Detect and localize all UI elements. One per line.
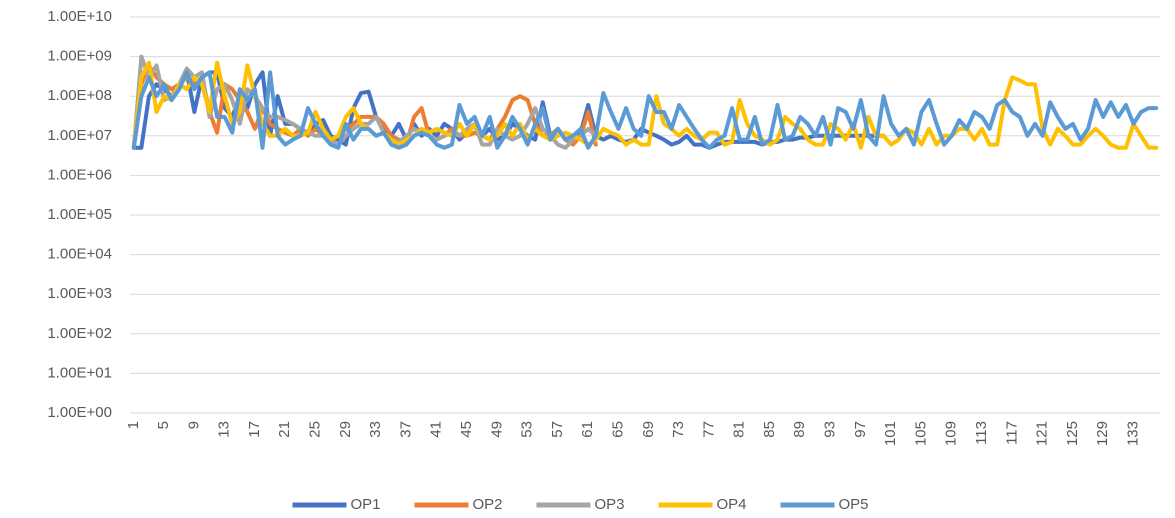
x-tick-label: 57 [549,421,566,438]
x-tick-label: 21 [276,421,293,438]
legend-label: OP2 [473,496,503,513]
x-tick-label: 41 [428,421,445,438]
x-tick-label: 5 [155,421,172,429]
x-tick-label: 85 [761,421,778,438]
y-tick-label: 1.00E+09 [47,48,112,65]
y-tick-label: 1.00E+05 [47,206,112,223]
x-tick-label: 129 [1094,421,1111,446]
x-tick-label: 53 [519,421,536,438]
legend-label: OP3 [595,496,625,513]
x-tick-label: 77 [700,421,717,438]
x-tick-label: 73 [670,421,687,438]
series-line [131,70,1159,150]
x-tick-label: 81 [731,421,748,438]
y-tick-label: 1.00E+02 [47,325,112,342]
y-tick-label: 1.00E+07 [47,127,112,144]
x-tick-label: 113 [973,421,990,445]
x-tick-label: 45 [458,421,475,438]
y-tick-label: 1.00E+01 [47,364,112,381]
x-tick-label: 49 [488,421,505,438]
x-tick-label: 17 [246,421,263,438]
x-tick-label: 117 [1003,421,1020,445]
x-tick-label: 125 [1064,421,1081,446]
x-tick-label: 133 [1124,421,1141,446]
x-tick-label: 105 [912,421,929,446]
y-tick-label: 1.00E+10 [47,8,112,25]
x-tick-label: 69 [640,421,657,438]
x-tick-label: 29 [337,421,354,438]
x-tick-label: 65 [609,421,626,438]
y-tick-label: 1.00E+04 [47,246,112,263]
x-tick-label: 33 [367,421,384,438]
x-tick-label: 97 [852,421,869,438]
y-tick-label: 1.00E+08 [47,87,112,104]
x-tick-label: 121 [1034,421,1051,446]
x-tick-label: 109 [943,421,960,446]
series-line [131,60,1159,150]
x-tick-label: 61 [579,421,596,438]
legend-label: OP4 [717,496,747,513]
x-tick-label: 89 [791,421,808,438]
y-tick-label: 1.00E+00 [47,404,112,421]
y-tick-label: 1.00E+03 [47,285,112,302]
legend-label: OP1 [351,496,381,513]
x-tick-label: 9 [185,421,202,429]
legend-label: OP5 [839,496,869,513]
x-tick-label: 37 [397,421,414,438]
x-tick-label: 13 [216,421,233,438]
x-tick-label: 101 [882,421,899,446]
x-tick-label: 1 [125,421,142,429]
y-tick-label: 1.00E+06 [47,166,112,183]
x-tick-label: 93 [822,421,839,438]
x-tick-label: 25 [307,421,324,438]
